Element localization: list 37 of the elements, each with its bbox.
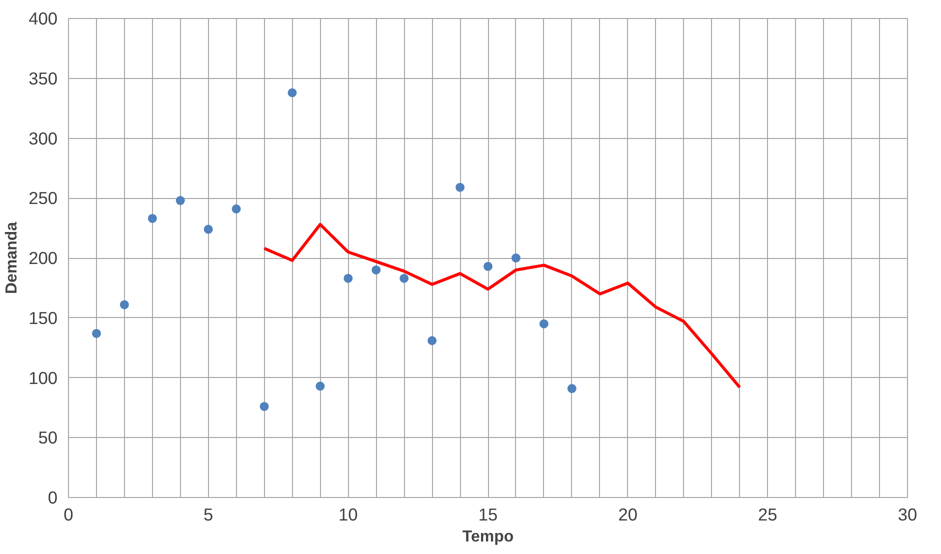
y-tick-label: 50 — [38, 428, 58, 448]
x-axis-title: Tempo — [462, 528, 514, 546]
x-tick-label: 5 — [204, 504, 214, 524]
point — [232, 204, 241, 214]
point — [316, 382, 325, 391]
x-tick-label: 10 — [338, 504, 358, 524]
point — [456, 182, 465, 192]
y-tick-label: 200 — [28, 248, 58, 268]
y-tick-label: 100 — [28, 368, 58, 388]
x-tick-label: 20 — [618, 504, 638, 524]
point — [204, 224, 213, 234]
line-series — [262, 222, 742, 389]
point — [344, 274, 353, 283]
point — [288, 88, 297, 98]
point — [148, 214, 157, 223]
point — [260, 402, 269, 411]
point — [120, 300, 129, 310]
x-tick-label: 0 — [64, 504, 74, 524]
y-tick-label: 150 — [28, 308, 58, 328]
point — [539, 319, 548, 328]
y-axis-title: Demanda — [4, 222, 21, 294]
point — [428, 336, 437, 346]
y-tick-label: 300 — [28, 128, 58, 148]
y-tick-label: 0 — [48, 488, 58, 508]
point — [567, 384, 576, 394]
y-tick-label: 400 — [28, 8, 58, 28]
point — [511, 254, 520, 262]
x-tick-label: 15 — [478, 504, 498, 524]
point — [484, 262, 492, 271]
x-tick-label: 30 — [898, 504, 918, 524]
point — [400, 274, 409, 283]
x-tick-label: 25 — [758, 504, 778, 524]
point — [372, 265, 381, 274]
y-tick-label: 350 — [28, 68, 58, 88]
point — [92, 328, 101, 338]
point — [176, 196, 185, 206]
y-tick-label: 250 — [28, 188, 58, 208]
